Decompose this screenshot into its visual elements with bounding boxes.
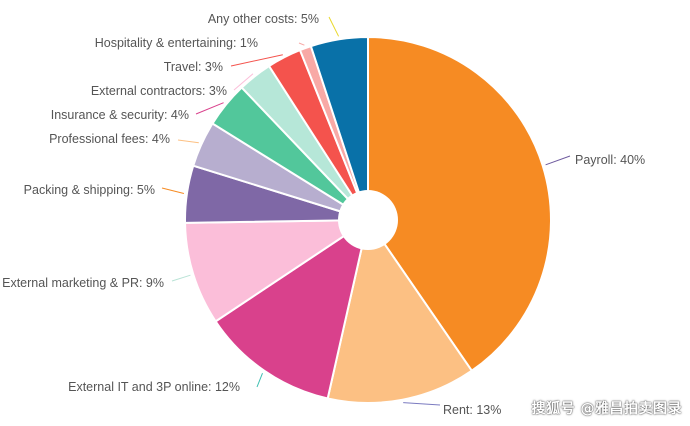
slice-label: Insurance & security: 4% xyxy=(51,108,189,122)
slice-label: Travel: 3% xyxy=(164,60,223,74)
leader-line xyxy=(403,402,441,406)
leader-line xyxy=(195,102,224,115)
leader-line xyxy=(177,139,199,144)
leader-line xyxy=(328,16,340,37)
leader-line xyxy=(545,155,571,166)
leader-line xyxy=(171,274,191,282)
slice-label: Professional fees: 4% xyxy=(49,132,170,146)
slice-label: Hospitality & entertaining: 1% xyxy=(95,36,258,50)
pie-slice xyxy=(184,218,372,323)
watermark-text: 搜狐号 @雅昌拍卖图录 xyxy=(531,401,682,417)
leader-line xyxy=(230,54,283,67)
pie-labels: Payroll: 40% Rent: 13% External IT and 3P … xyxy=(2,12,645,417)
pie-slice xyxy=(326,217,474,404)
leader-line xyxy=(298,42,305,46)
slice-label: Rent: 13% xyxy=(443,403,501,417)
pie-slice xyxy=(214,217,370,400)
leader-line xyxy=(161,187,185,194)
slice-label: Payroll: 40% xyxy=(575,153,645,167)
pie-slice xyxy=(367,35,552,373)
pie-slices xyxy=(184,35,552,404)
slice-label: Packing & shipping: 5% xyxy=(24,183,155,197)
donut-hole xyxy=(338,190,398,250)
slice-label: External contractors: 3% xyxy=(91,84,227,98)
leader-line xyxy=(233,73,254,91)
leader-line xyxy=(256,373,263,388)
slice-label: External marketing & PR: 9% xyxy=(2,276,164,290)
slice-label: External IT and 3P online: 12% xyxy=(68,380,240,394)
pie-slice xyxy=(309,35,369,221)
slice-label: Any other costs: 5% xyxy=(208,12,319,26)
